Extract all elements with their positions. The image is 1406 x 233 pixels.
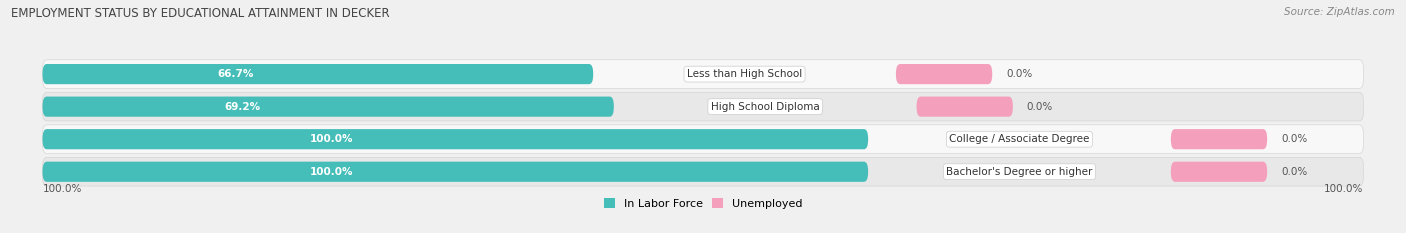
Text: High School Diploma: High School Diploma — [711, 102, 820, 112]
FancyBboxPatch shape — [42, 162, 868, 182]
FancyBboxPatch shape — [42, 60, 1364, 88]
Text: 69.2%: 69.2% — [225, 102, 260, 112]
Text: Less than High School: Less than High School — [688, 69, 803, 79]
FancyBboxPatch shape — [42, 125, 1364, 154]
Text: College / Associate Degree: College / Associate Degree — [949, 134, 1090, 144]
Text: EMPLOYMENT STATUS BY EDUCATIONAL ATTAINMENT IN DECKER: EMPLOYMENT STATUS BY EDUCATIONAL ATTAINM… — [11, 7, 389, 20]
Text: 100.0%: 100.0% — [309, 134, 353, 144]
FancyBboxPatch shape — [42, 64, 593, 84]
Text: Source: ZipAtlas.com: Source: ZipAtlas.com — [1284, 7, 1395, 17]
Legend: In Labor Force, Unemployed: In Labor Force, Unemployed — [599, 194, 807, 213]
FancyBboxPatch shape — [42, 129, 868, 149]
FancyBboxPatch shape — [896, 64, 993, 84]
FancyBboxPatch shape — [42, 92, 1364, 121]
Text: 0.0%: 0.0% — [1026, 102, 1053, 112]
FancyBboxPatch shape — [1171, 129, 1267, 149]
Text: 0.0%: 0.0% — [1281, 167, 1308, 177]
Text: Bachelor's Degree or higher: Bachelor's Degree or higher — [946, 167, 1092, 177]
Text: 66.7%: 66.7% — [217, 69, 253, 79]
Text: 100.0%: 100.0% — [1324, 184, 1364, 194]
Text: 100.0%: 100.0% — [42, 184, 82, 194]
Text: 100.0%: 100.0% — [309, 167, 353, 177]
FancyBboxPatch shape — [1171, 162, 1267, 182]
FancyBboxPatch shape — [917, 96, 1012, 117]
FancyBboxPatch shape — [42, 158, 1364, 186]
Text: 0.0%: 0.0% — [1007, 69, 1032, 79]
FancyBboxPatch shape — [42, 96, 614, 117]
Text: 0.0%: 0.0% — [1281, 134, 1308, 144]
